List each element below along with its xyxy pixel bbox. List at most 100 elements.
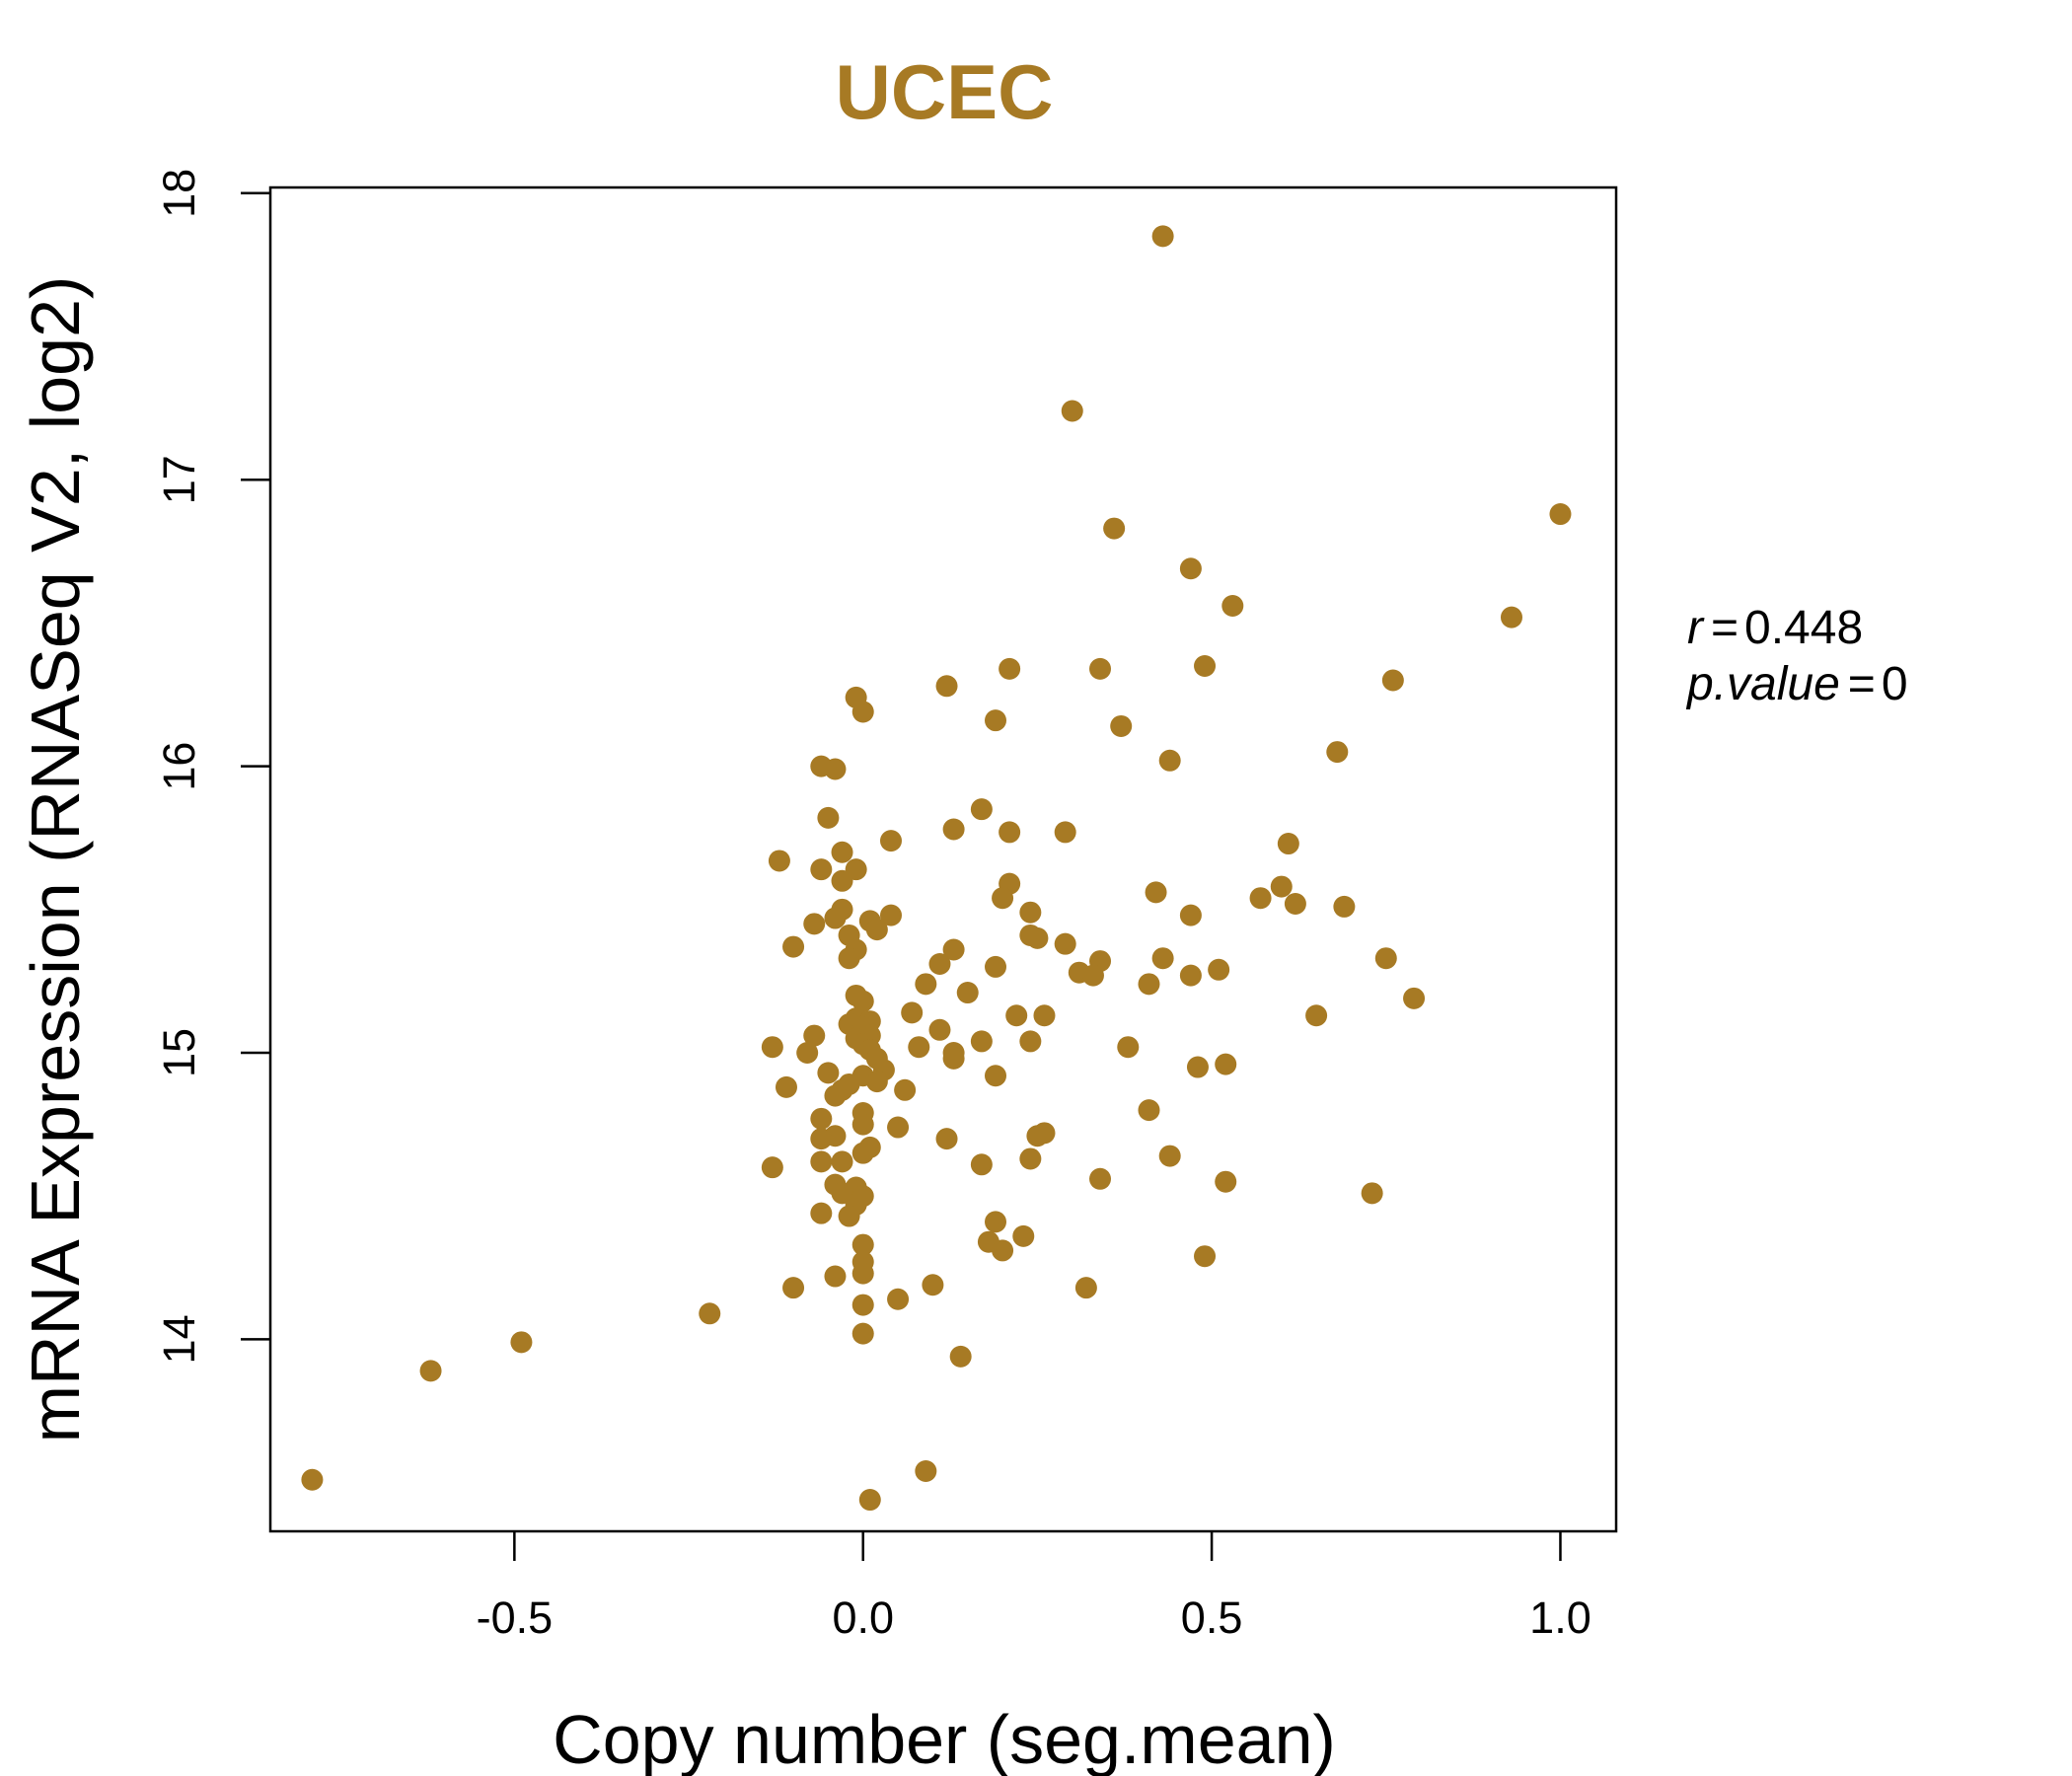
data-point (1138, 1099, 1160, 1122)
data-point (1374, 947, 1397, 970)
data-point (301, 1468, 324, 1491)
data-point (1326, 741, 1349, 764)
x-tick-label: 0.5 (1181, 1592, 1243, 1643)
data-point (851, 1262, 874, 1285)
data-point (935, 1128, 958, 1150)
p-equals: = (1848, 658, 1876, 710)
data-point (992, 1239, 1014, 1262)
data-point (1270, 875, 1293, 898)
data-point (1026, 1125, 1049, 1147)
data-point (1208, 958, 1230, 981)
data-point (851, 990, 874, 1012)
x-tick-label: 1.0 (1529, 1592, 1591, 1643)
data-point (1151, 947, 1174, 970)
data-point (838, 1205, 860, 1227)
p-label: p.value (1685, 658, 1840, 710)
data-point (824, 1084, 847, 1107)
data-point (824, 1265, 847, 1288)
data-point (782, 935, 805, 958)
data-point (810, 1202, 833, 1224)
data-point (1005, 1004, 1028, 1027)
data-point (1019, 1147, 1042, 1170)
y-axis: 14 15 16 17 18 (154, 169, 270, 1364)
y-tick-label: 15 (154, 1028, 204, 1077)
x-axis-label: Copy number (seg.mean) (553, 1701, 1336, 1776)
data-point (1054, 932, 1076, 955)
data-point (803, 1024, 826, 1047)
y-tick-label: 18 (154, 169, 204, 218)
data-point (970, 1030, 993, 1053)
data-point (887, 1116, 910, 1139)
data-point (1103, 517, 1126, 540)
data-point (782, 1277, 805, 1299)
chart-title: UCEC (835, 48, 1053, 135)
data-point (1012, 1224, 1035, 1247)
data-point (985, 1211, 1007, 1233)
data-point (985, 1065, 1007, 1087)
data-point (1186, 1056, 1209, 1078)
data-point (915, 973, 937, 996)
data-point (775, 1075, 797, 1098)
data-point (810, 858, 833, 881)
data-point (894, 1078, 917, 1101)
data-point (1054, 821, 1076, 844)
data-point (851, 1233, 874, 1256)
data-point (879, 904, 902, 926)
r-annotation: r = 0.448 (1687, 602, 1863, 654)
data-point (985, 955, 1007, 978)
data-point (831, 1150, 853, 1173)
data-points (301, 225, 1572, 1512)
data-point (1033, 1004, 1056, 1027)
data-point (949, 1345, 972, 1368)
data-point (942, 938, 965, 961)
data-point (1089, 1167, 1112, 1190)
data-point (992, 887, 1014, 910)
data-point (824, 758, 847, 780)
data-point (851, 1142, 874, 1164)
data-point (956, 982, 979, 1004)
data-point (1194, 654, 1217, 677)
data-point (1215, 1170, 1237, 1193)
x-axis: -0.5 0.0 0.5 1.0 (477, 1531, 1591, 1643)
data-point (1179, 904, 1202, 926)
data-point (1277, 833, 1299, 855)
data-point (1019, 901, 1042, 924)
data-point (810, 1150, 833, 1173)
data-point (915, 1460, 937, 1483)
data-point (858, 1489, 881, 1512)
data-point (851, 1322, 874, 1345)
data-point (851, 1113, 874, 1136)
data-point (1381, 669, 1404, 692)
data-point (999, 657, 1021, 680)
data-point (865, 919, 888, 941)
data-point (908, 1036, 930, 1059)
data-point (922, 1274, 944, 1296)
data-point (879, 830, 902, 852)
data-point (985, 709, 1007, 732)
data-point (1194, 1245, 1217, 1268)
r-value: 0.448 (1744, 602, 1863, 654)
data-point (1403, 987, 1426, 1009)
data-point (817, 806, 840, 829)
data-point (999, 821, 1021, 844)
data-point (1215, 1053, 1237, 1075)
data-point (942, 1047, 965, 1070)
r-label: r (1687, 602, 1705, 654)
data-point (831, 841, 853, 863)
data-point (768, 850, 790, 872)
y-tick-label: 17 (154, 455, 204, 504)
data-point (851, 701, 874, 723)
data-point (1158, 1145, 1181, 1167)
data-point (1333, 895, 1356, 918)
data-point (1179, 557, 1202, 580)
data-point (796, 1042, 819, 1065)
data-point (761, 1036, 783, 1059)
data-point (824, 907, 847, 929)
data-point (419, 1360, 442, 1382)
data-point (803, 913, 826, 935)
data-point (865, 1071, 888, 1093)
data-point (510, 1331, 533, 1354)
data-point (831, 869, 853, 892)
data-point (1019, 1030, 1042, 1053)
